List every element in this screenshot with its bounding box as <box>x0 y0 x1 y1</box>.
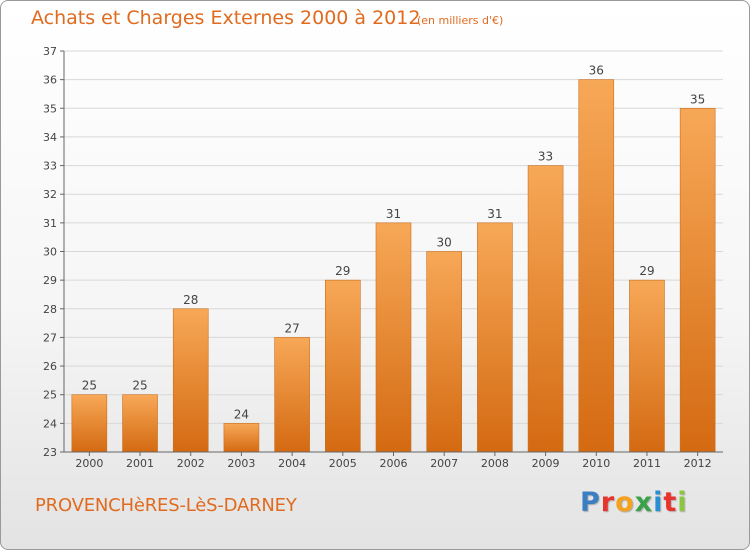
bar-2007 <box>426 251 462 453</box>
proxiti-logo[interactable]: Proxiti <box>580 487 688 518</box>
y-tick-label: 33 <box>43 160 57 173</box>
bar-value-label: 29 <box>335 264 350 278</box>
bar-2003 <box>223 423 260 453</box>
bar-value-label: 28 <box>183 293 198 307</box>
bar-value-label: 29 <box>639 264 654 278</box>
y-tick-label: 32 <box>43 188 57 201</box>
x-tick-label: 2003 <box>227 457 255 470</box>
bar-value-label: 35 <box>690 92 705 106</box>
y-tick-label: 23 <box>43 446 57 459</box>
bar-value-label: 36 <box>589 64 604 78</box>
x-tick-label: 2010 <box>582 457 610 470</box>
y-tick-label: 25 <box>43 389 57 402</box>
bar-value-label: 27 <box>284 321 299 335</box>
x-tick-label: 2011 <box>633 457 661 470</box>
y-tick-label: 26 <box>43 360 57 373</box>
axes: 23 24 25 26 27 28 29 30 31 32 33 34 35 36 37 2000 2001 20… <box>43 45 723 470</box>
bar-value-label: 24 <box>234 407 249 421</box>
chart-title: Achats et Charges Externes 2000 à 2012 <box>31 7 421 29</box>
bar-2010 <box>578 79 615 453</box>
x-tick-label: 2004 <box>278 457 306 470</box>
bar-2006 <box>375 222 412 453</box>
y-tick-label: 37 <box>43 45 57 58</box>
y-tick-label: 29 <box>43 274 57 287</box>
x-tick-label: 2012 <box>684 457 712 470</box>
bar-value-label: 31 <box>386 207 401 221</box>
bar-2000 <box>71 394 108 453</box>
bar-value-label: 31 <box>487 207 502 221</box>
bar-2004 <box>274 337 310 453</box>
x-tick-label: 2009 <box>532 457 560 470</box>
bar-2002 <box>172 308 209 453</box>
logo-letter: P <box>580 487 601 518</box>
y-tick-label: 36 <box>43 74 57 87</box>
commune-name: PROVENCHèRES-LèS-DARNEY <box>35 495 297 516</box>
bar-value-label: 30 <box>437 236 452 250</box>
y-tick-label: 34 <box>43 131 57 144</box>
bar-2005 <box>325 279 361 453</box>
bar-2009 <box>527 165 564 453</box>
logo-letter: i <box>677 487 688 518</box>
y-tick-label: 30 <box>43 246 57 259</box>
x-tick-label: 2005 <box>329 457 357 470</box>
bar-value-label: 25 <box>82 379 97 393</box>
y-tick-label: 28 <box>43 303 57 316</box>
y-tick-label: 24 <box>43 417 57 430</box>
bar-2008 <box>477 222 513 453</box>
chart-subtitle: (en milliers d'€) <box>417 14 504 27</box>
x-tick-label: 2000 <box>75 457 103 470</box>
bar-2012 <box>679 107 716 453</box>
bar-2011 <box>629 279 665 453</box>
logo-letter: x <box>634 487 654 518</box>
x-tick-label: 2002 <box>177 457 205 470</box>
x-tick-label: 2006 <box>380 457 408 470</box>
logo-letter: i <box>653 487 664 518</box>
bar-value-label: 25 <box>132 379 147 393</box>
logo-letter: r <box>600 487 616 518</box>
bar-value-label: 33 <box>538 150 553 164</box>
x-tick-label: 2008 <box>481 457 509 470</box>
bar-2001 <box>122 394 158 453</box>
x-tick-label: 2007 <box>430 457 458 470</box>
y-tick-label: 27 <box>43 331 57 344</box>
x-tick-label: 2001 <box>126 457 154 470</box>
logo-letter: t <box>663 487 678 518</box>
y-tick-label: 35 <box>43 102 57 115</box>
logo-letter: o <box>615 487 635 518</box>
bars: 25 25 28 24 27 29 31 30 31 33 36 29 35 <box>71 64 716 453</box>
y-tick-label: 31 <box>43 217 57 230</box>
